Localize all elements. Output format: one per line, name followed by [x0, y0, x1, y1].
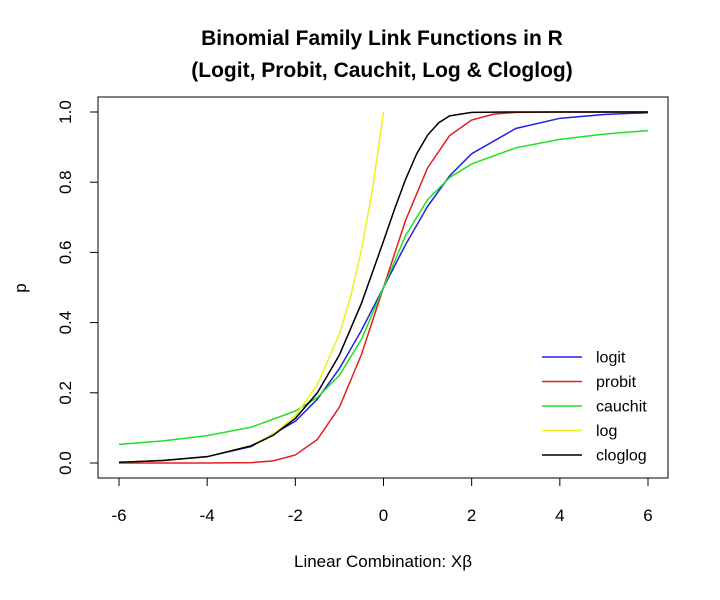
chart-title-line-1: Binomial Family Link Functions in R: [201, 27, 563, 50]
plot-area: -6 -4 -2 0 2 4 6 0.0 0.2 0.4 0.6 0.8 1.0 logit probit c…: [56, 96, 669, 525]
y-tick-label: 0.4: [56, 311, 75, 335]
x-tick-label: -6: [111, 506, 126, 525]
y-tick-label: 0.6: [56, 241, 75, 265]
x-tick-label: -2: [288, 506, 303, 525]
legend-label-cauchit: cauchit: [596, 399, 647, 416]
legend-label-probit: probit: [596, 374, 637, 391]
chart-title-line-2: (Logit, Probit, Cauchit, Log & Cloglog): [191, 59, 572, 82]
y-tick-label: 0.2: [56, 381, 75, 405]
x-tick-label: 4: [555, 506, 564, 525]
x-axis-label: Linear Combination: Xβ: [294, 552, 472, 571]
legend: logit probit cauchit log cloglog: [542, 350, 647, 465]
series-line-log: [118, 111, 385, 464]
x-tick-label: -4: [200, 506, 215, 525]
x-tick-label: 0: [379, 506, 388, 525]
y-axis-label: p: [11, 283, 30, 292]
y-tick-label: 1.0: [56, 100, 75, 124]
y-tick-label: 0.8: [56, 170, 75, 194]
legend-label-cloglog: cloglog: [596, 448, 647, 465]
legend-label-log: log: [596, 423, 617, 440]
legend-label-logit: logit: [596, 350, 626, 367]
y-tick-label: 0.0: [56, 451, 75, 475]
series-group: [118, 111, 649, 464]
series-line-cloglog: [118, 111, 648, 464]
x-tick-label: 2: [467, 506, 476, 525]
series-line-cauchit: [118, 129, 649, 446]
x-tick-label: 6: [643, 506, 652, 525]
